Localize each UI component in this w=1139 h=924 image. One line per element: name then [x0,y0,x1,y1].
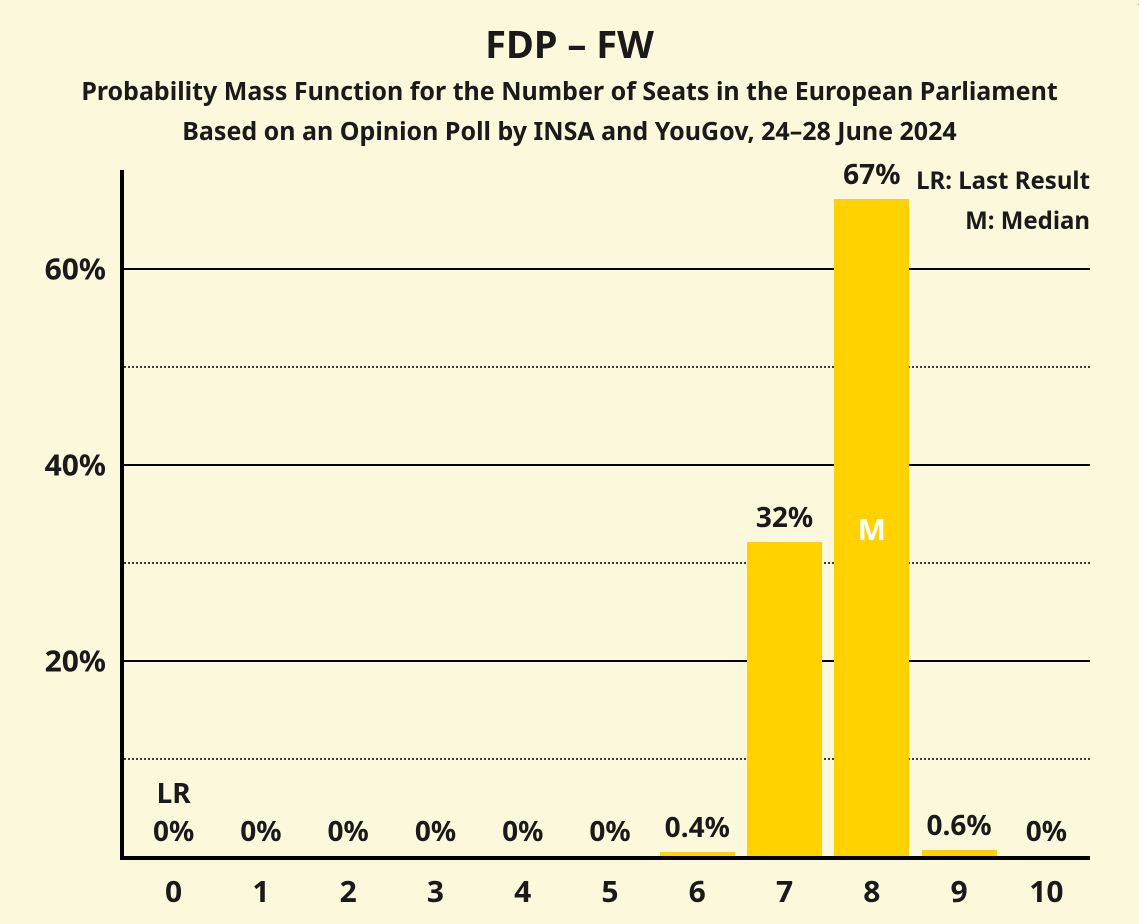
legend-lr: LR: Last Result [916,164,1090,197]
y-tick-label: 40% [45,444,120,485]
x-tick-label: 6 [689,860,706,911]
x-tick-label: 4 [514,860,531,911]
x-tick-label: 3 [427,860,444,911]
bar-value-label: 0% [589,812,630,850]
bar-value-label: 0% [328,812,369,850]
x-tick-label: 5 [601,860,618,911]
y-axis [120,170,124,860]
copyright-text: © 2024 Filip van Laenen [1135,0,1139,6]
bar-value-label: 67% [843,155,900,193]
chart-title: FDP – FW [0,18,1139,70]
x-tick-label: 7 [776,860,793,911]
grid-major [124,660,1090,662]
x-tick-label: 8 [863,860,880,911]
chart-subtitle-1: Probability Mass Function for the Number… [0,74,1139,108]
bar-value-label: 0% [502,812,543,850]
lr-marker: LR [157,774,191,812]
x-tick-label: 9 [950,860,967,911]
y-tick-label: 20% [45,640,120,681]
grid-major [124,268,1090,270]
x-tick-label: 1 [252,860,269,911]
chart-subtitle-2: Based on an Opinion Poll by INSA and You… [0,114,1139,148]
grid-minor [124,562,1090,564]
bar-value-label: 32% [756,498,813,536]
bar-value-label: 0% [240,812,281,850]
bar-value-label: 0% [1026,812,1067,850]
bar-value-label: 0% [415,812,456,850]
bar [922,850,997,856]
bar [747,542,822,856]
x-tick-label: 2 [340,860,357,911]
grid-major [124,464,1090,466]
grid-minor [124,366,1090,368]
legend-m: M: Median [965,204,1090,237]
y-tick-label: 60% [45,248,120,289]
chart-plot-area: 20%40%60%0%LR00%10%20%30%40%50.4%632%767… [120,170,1090,860]
median-marker: M [858,508,886,549]
bar [660,852,735,856]
bar-value-label: 0.6% [926,806,991,844]
grid-minor [124,758,1090,760]
x-tick-label: 10 [1029,860,1063,911]
x-tick-label: 0 [165,860,182,911]
bar-value-label: 0% [153,812,194,850]
bar-value-label: 0.4% [665,808,730,846]
